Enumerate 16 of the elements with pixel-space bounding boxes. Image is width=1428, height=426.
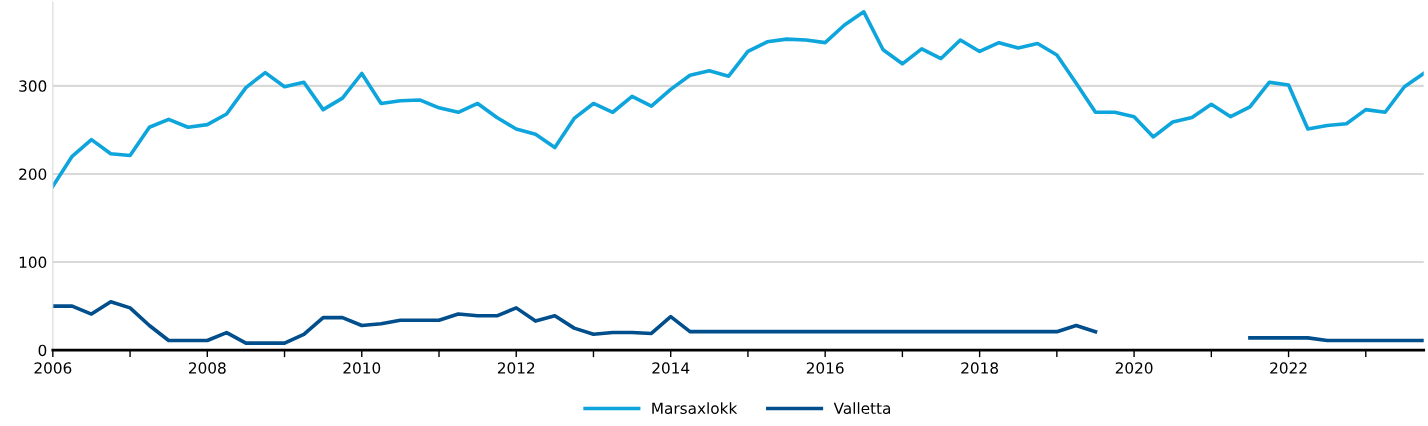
x-tick-label: 2020 xyxy=(1115,362,1153,374)
x-tick-label: 2008 xyxy=(188,362,226,374)
legend-label: Valletta xyxy=(833,402,891,415)
y-tick-label: 0 xyxy=(38,344,47,357)
x-tick-label: 2010 xyxy=(343,362,381,374)
x-tick-label: 2006 xyxy=(34,362,72,374)
y-tick-label: 300 xyxy=(19,80,47,92)
x-tick-label: 2018 xyxy=(961,362,999,374)
y-tick-label: 200 xyxy=(19,168,47,180)
x-tick-label: 2014 xyxy=(652,362,690,374)
x-tick-label: 2016 xyxy=(806,362,844,374)
y-tick-label: 100 xyxy=(19,256,47,269)
x-tick-label: 2012 xyxy=(497,362,535,374)
line-series xyxy=(52,10,1424,189)
x-tick-label: 2022 xyxy=(1270,362,1307,374)
legend-label: Marsaxlokk xyxy=(652,402,738,415)
